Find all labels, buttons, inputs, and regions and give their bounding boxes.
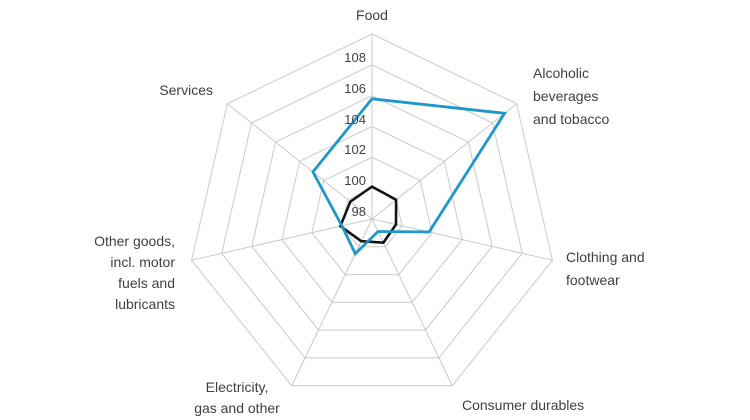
tick-label-102: 102 — [344, 142, 366, 158]
tick-label-98: 98 — [351, 204, 366, 219]
axis-label-line: Alcoholic — [533, 65, 590, 81]
axis-label-other-goods-incl-motor-fuels-and-lubricants: Other goods, incl. motor fuels and lubrican… — [94, 231, 175, 315]
grid-ring-106 — [251, 95, 493, 331]
axis-label-clothing-and-footwear: Clothing and footwear — [566, 246, 645, 292]
series-polygon-black — [338, 185, 398, 244]
axis-label-line: Clothing and — [566, 249, 645, 265]
grid-ring-108 — [221, 64, 523, 359]
axis-label-alcoholic-beverages-and-tobacco: Alcoholic beverages and tobacco — [533, 62, 609, 131]
axis-spoke-clothing-and-footwear — [371, 218, 553, 261]
axis-label-line: lubricants — [115, 296, 175, 312]
axis-spoke-other-goods-incl-motor-fuels-and-lubricants — [191, 218, 373, 261]
axis-label-line: fuels and — [118, 275, 175, 291]
tick-label-104: 104 — [344, 111, 366, 127]
axis-label-line: gas and other — [194, 400, 280, 416]
axis-label-line: footwear — [566, 272, 620, 288]
axis-spoke-services — [227, 103, 373, 220]
axis-label-food: Food — [356, 6, 388, 24]
axis-label-line: Food — [356, 7, 388, 23]
axis-label-line: incl. motor — [110, 254, 175, 270]
axis-label-line: Electricity, — [205, 379, 269, 395]
axis-label-line: Consumer durables — [462, 397, 585, 413]
axis-label-line: Services — [159, 82, 213, 98]
series-polygon-blue — [311, 97, 507, 257]
axis-label-consumer-durables: Consumer durables — [462, 395, 584, 416]
axis-label-services: Services — [159, 81, 213, 99]
axis-spoke-electricity-gas-and-other — [291, 218, 373, 386]
axis-label-line: and tobacco — [533, 111, 610, 127]
axis-spoke-consumer-durables — [371, 218, 453, 386]
tick-label-108: 108 — [344, 49, 366, 65]
axis-label-line: beverages — [533, 88, 599, 104]
axis-spoke-alcoholic-beverages-and-tobacco — [371, 103, 517, 220]
grid-ring-104 — [281, 125, 463, 303]
tick-label-106: 106 — [344, 80, 366, 96]
axis-label-line: Other goods, — [94, 233, 175, 249]
grid-ring-110 — [191, 33, 553, 387]
axis-label-electricity-gas-and-other: Electricity, gas and other — [194, 377, 280, 419]
tick-label-100: 100 — [344, 173, 366, 189]
